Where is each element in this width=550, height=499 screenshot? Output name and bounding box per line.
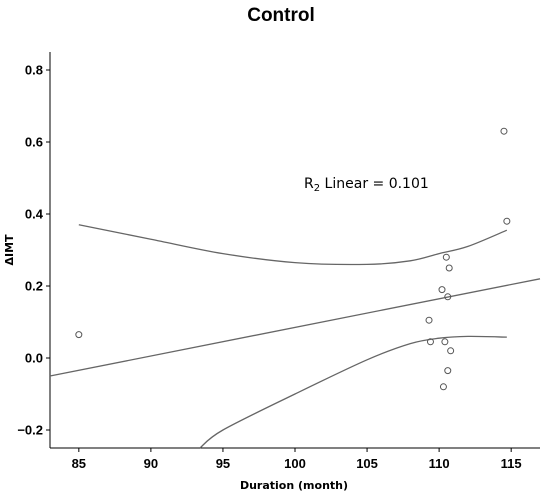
data-point — [444, 367, 452, 375]
y-tick-label: 0.8 — [25, 63, 43, 78]
data-point — [503, 217, 511, 225]
data-point — [442, 253, 450, 261]
x-tick-label: 95 — [216, 456, 230, 471]
x-tick-label: 105 — [356, 456, 378, 471]
data-point — [439, 383, 447, 391]
data-point — [426, 338, 434, 346]
data-points — [75, 127, 511, 391]
data-point — [75, 331, 83, 339]
x-tick-label: 110 — [429, 456, 450, 471]
y-tick-label: −0.2 — [17, 423, 43, 438]
y-tick-label: 0.6 — [25, 135, 43, 150]
y-ticks: −0.2 0.0 0.2 0.4 0.6 0.8 — [17, 63, 50, 438]
x-tick-label: 115 — [501, 456, 522, 471]
r-squared-text: Linear = 0.101 — [320, 176, 429, 192]
chart-title: Control — [247, 5, 315, 26]
plot-area: −0.2 0.0 0.2 0.4 0.6 0.8 85 90 95 100 105 110 115 — [17, 52, 541, 471]
y-tick-label: 0.0 — [25, 351, 43, 366]
linear-fit-line — [49, 278, 541, 377]
x-tick-label: 100 — [284, 456, 306, 471]
data-point — [447, 347, 455, 355]
y-tick-label: 0.4 — [25, 207, 44, 222]
data-point — [444, 293, 452, 301]
r-squared-prefix: R — [304, 176, 314, 192]
y-axis-label: ΔIMT — [3, 234, 16, 266]
fit-curves — [49, 224, 541, 449]
r-squared-subscript: 2 — [314, 183, 320, 194]
data-point — [500, 127, 508, 135]
data-point — [438, 286, 446, 294]
lower-confidence-curve — [199, 335, 507, 449]
upper-confidence-curve — [78, 224, 508, 266]
data-point — [445, 264, 453, 272]
data-point — [441, 338, 449, 346]
x-axis-label: Duration (month) — [240, 479, 348, 492]
y-tick-label: 0.2 — [25, 279, 43, 294]
x-ticks: 85 90 95 100 105 110 115 — [72, 448, 522, 471]
x-tick-label: 85 — [72, 456, 86, 471]
x-tick-label: 90 — [144, 456, 158, 471]
r-squared-annotation: R2 Linear = 0.101 — [304, 176, 429, 194]
data-point — [425, 316, 433, 324]
